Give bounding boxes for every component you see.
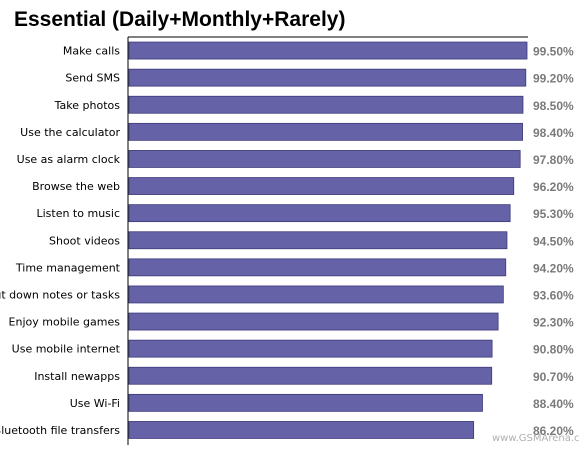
category-label: Take photos: [54, 99, 121, 112]
category-label: Use Wi-Fi: [70, 397, 120, 410]
category-label: Time management: [15, 261, 121, 274]
bar: [128, 366, 493, 385]
category-label: Bluetooth file transfers: [0, 424, 120, 437]
bar: [128, 258, 507, 277]
bar: [128, 204, 511, 223]
value-label: 92.30%: [533, 316, 574, 330]
bar: [128, 150, 521, 168]
chart-title: Essential (Daily+Monthly+Rarely): [14, 8, 345, 31]
value-label: 95.30%: [533, 207, 574, 221]
value-label: 94.50%: [533, 234, 574, 248]
category-label: Listen to music: [36, 207, 120, 220]
bar: [128, 122, 523, 141]
category-label: Use as alarm clock: [17, 153, 121, 166]
bar: [128, 285, 504, 304]
value-label: 90.70%: [533, 370, 574, 384]
bar: [128, 231, 508, 250]
value-label: 86.20%: [533, 424, 574, 438]
bar: [128, 421, 475, 439]
bar: [128, 41, 528, 60]
category-labels: Make calls Send SMS Take photos Use the cal…: [0, 45, 121, 437]
category-label: Use mobile internet: [12, 343, 121, 356]
bar: [128, 312, 499, 331]
value-label: 97.80%: [533, 153, 574, 167]
category-label: Browse the web: [32, 180, 120, 193]
category-label: Make calls: [63, 45, 120, 58]
value-label: 99.20%: [533, 72, 574, 86]
value-label: 94.20%: [533, 261, 574, 275]
category-label: Install newapps: [34, 370, 120, 383]
value-label: 88.40%: [533, 397, 574, 411]
value-label: 90.80%: [533, 343, 574, 357]
bar: [128, 339, 493, 358]
bar: [128, 393, 483, 412]
value-label: 98.40%: [533, 126, 574, 140]
value-label: 99.50%: [533, 45, 574, 59]
category-label: Use the calculator: [20, 126, 120, 139]
category-label: Put down notes or tasks: [0, 288, 120, 301]
category-label: Enjoy mobile games: [9, 316, 121, 329]
value-label: 98.50%: [533, 99, 574, 113]
value-label: 93.60%: [533, 288, 574, 302]
bar-group: [128, 41, 528, 439]
category-label: Shoot videos: [49, 234, 120, 247]
category-label: Send SMS: [65, 72, 120, 85]
value-label: 96.20%: [533, 180, 574, 194]
watermark-text: www.GSMArena.com: [492, 433, 580, 444]
bar: [128, 95, 524, 114]
value-labels: 99.50% 99.20% 98.50% 98.40% 97.80% 96.20% 95.3…: [533, 45, 574, 438]
bar: [128, 177, 515, 195]
bar: [128, 68, 527, 87]
